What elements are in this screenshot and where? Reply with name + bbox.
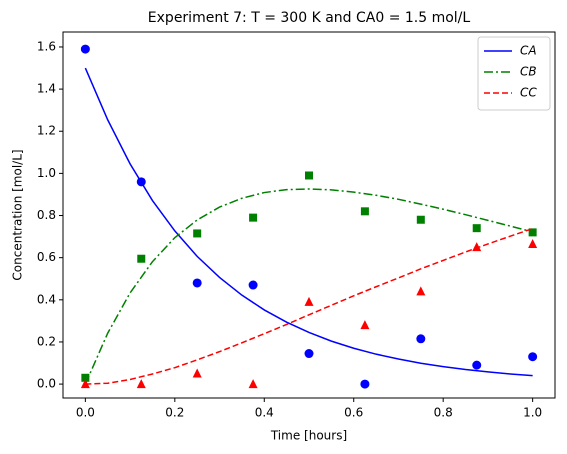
point	[193, 229, 202, 238]
y-tick-label: 1.4	[37, 82, 56, 96]
point	[137, 254, 146, 263]
model-line	[84, 188, 533, 385]
point	[416, 334, 426, 344]
point	[249, 213, 258, 222]
point	[248, 379, 258, 389]
point	[416, 286, 426, 296]
point	[136, 177, 146, 187]
point	[248, 280, 258, 290]
point	[360, 379, 370, 389]
legend-label: CA	[520, 44, 537, 58]
y-tick-label: 0.4	[37, 292, 56, 306]
point	[528, 352, 538, 362]
y-tick-label: 1.0	[37, 166, 56, 180]
point	[360, 207, 369, 216]
point	[304, 296, 314, 306]
point	[80, 44, 90, 54]
y-tick-label: 0.0	[37, 377, 56, 391]
point	[81, 373, 90, 382]
point	[360, 320, 370, 330]
x-tick-label: 0.6	[344, 406, 363, 420]
legend-label: CB	[520, 65, 537, 79]
model-line	[85, 227, 533, 385]
point	[192, 368, 202, 378]
point	[305, 171, 313, 180]
x-tick-label: 0.2	[165, 406, 184, 420]
point	[304, 349, 314, 359]
point	[472, 224, 481, 233]
x-tick-label: 1.0	[523, 406, 542, 420]
y-tick-label: 1.6	[37, 39, 56, 53]
point	[416, 215, 425, 224]
y-tick-label: 1.2	[37, 124, 56, 138]
point	[192, 278, 202, 288]
legend: CA CB CC	[477, 36, 551, 111]
plot-frame	[62, 31, 556, 399]
x-axis-label: Time [hours]	[270, 429, 347, 443]
point	[80, 379, 90, 389]
model-line	[84, 67, 533, 377]
point	[472, 242, 482, 252]
point	[528, 238, 538, 248]
x-tick-label: 0.8	[434, 406, 453, 420]
y-tick-label: 0.8	[37, 208, 56, 222]
chart-title: Experiment 7: T = 300 K and CA0 = 1.5 mo…	[148, 10, 471, 26]
point	[528, 228, 537, 237]
x-tick-label: 0.0	[76, 406, 95, 420]
point	[472, 360, 482, 370]
y-tick-label: 0.2	[37, 334, 56, 348]
legend-label: CC	[520, 86, 537, 100]
y-tick-label: 0.6	[37, 250, 56, 264]
y-axis-label: Concentration [mol/L]	[11, 149, 25, 280]
point	[136, 379, 146, 389]
x-tick-label: 0.4	[255, 406, 274, 420]
legend-frame	[477, 36, 551, 111]
